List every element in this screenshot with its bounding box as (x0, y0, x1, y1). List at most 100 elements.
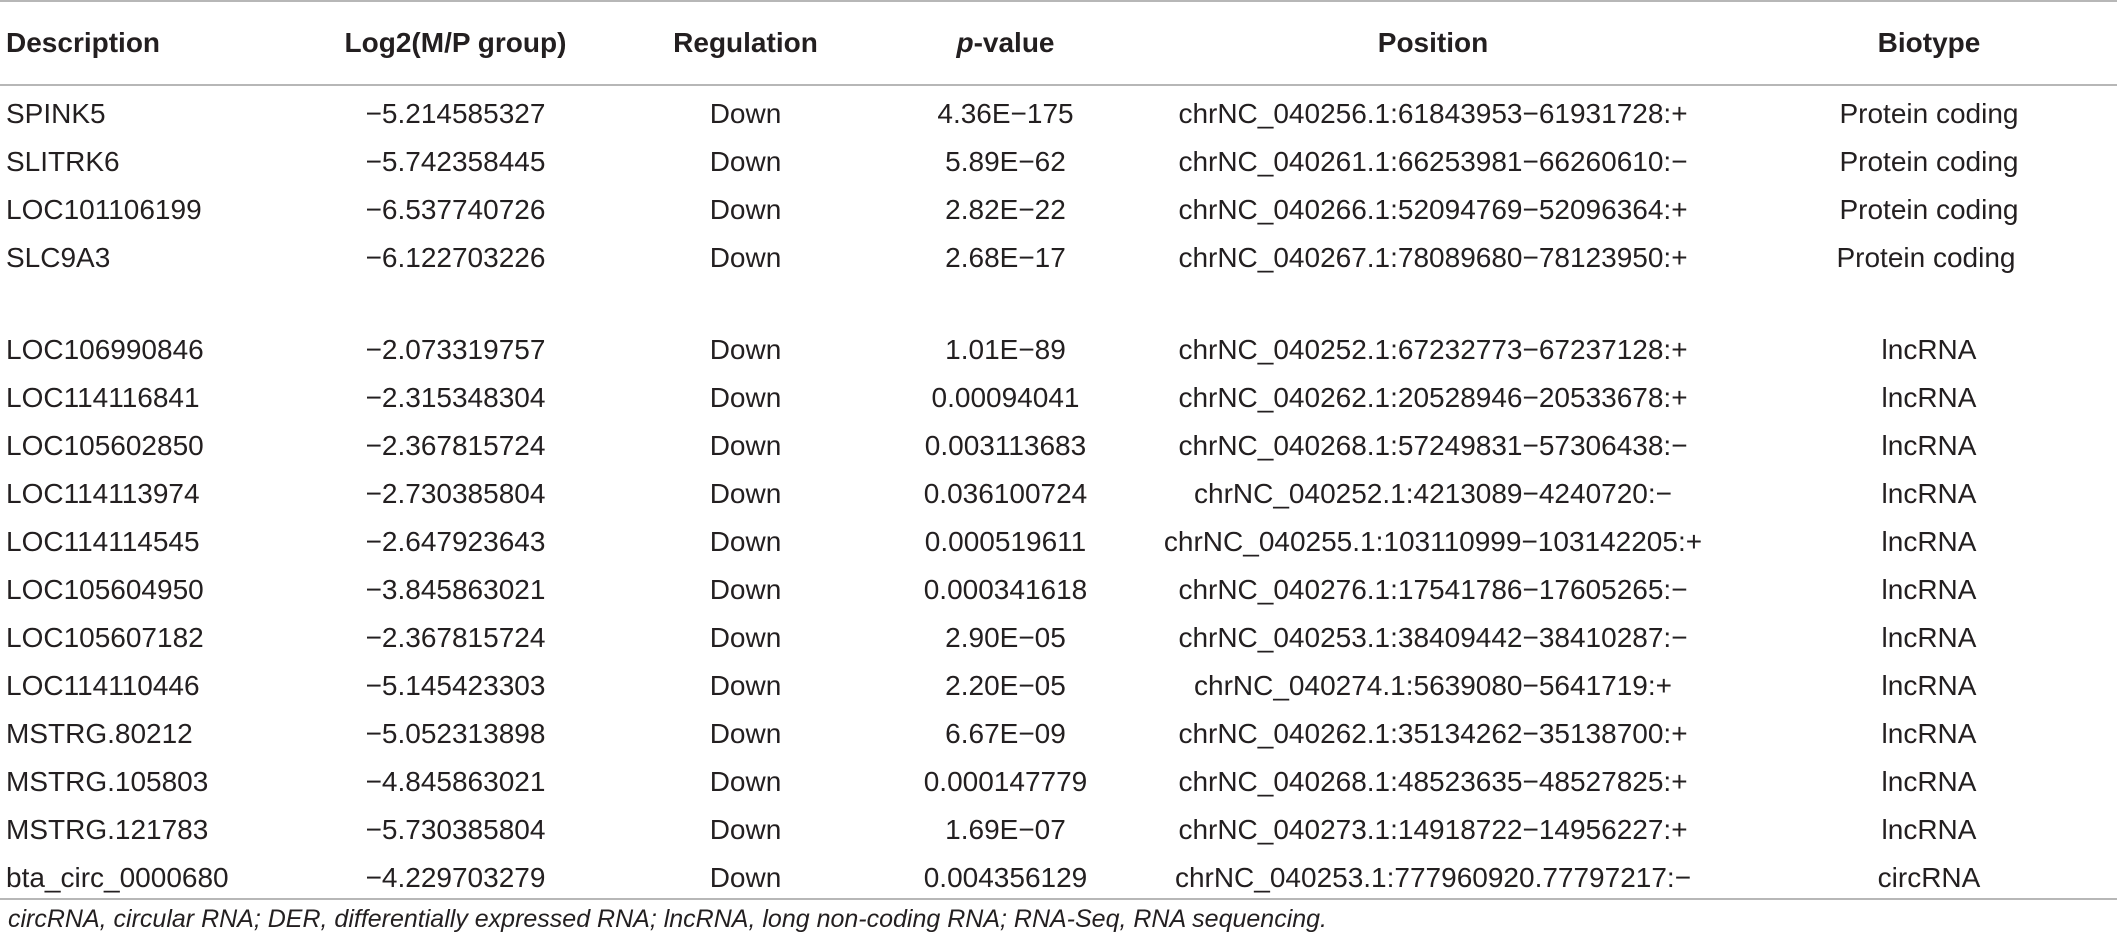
cell-description: MSTRG.80212 (6, 718, 193, 749)
cell-biotype: lncRNA (1881, 334, 1977, 365)
cell-log2: −2.073319757 (365, 334, 546, 365)
cell-regulation: Down (709, 382, 782, 413)
table-row: LOC114113974 −2.730385804 Down 0.0361007… (0, 466, 2117, 514)
cell-pvalue: 2.90E−05 (945, 622, 1066, 653)
cell-log2: −5.214585327 (365, 98, 546, 129)
cell-position: chrNC_040267.1:78089680−78123950:+ (1178, 242, 1688, 273)
cell-position: chrNC_040256.1:61843953−61931728:+ (1178, 98, 1688, 129)
table-row: LOC114114545 −2.647923643 Down 0.0005196… (0, 514, 2117, 562)
table-footnote: circRNA, circular RNA; DER, differential… (8, 905, 1328, 933)
cell-biotype: Protein coding (1839, 194, 2019, 225)
cell-pvalue: 0.00094041 (931, 382, 1080, 413)
cell-log2: −5.145423303 (365, 670, 546, 701)
der-table: Description Log2(M/P group) Regulation p… (0, 1, 2117, 899)
table-row: MSTRG.121783 −5.730385804 Down 1.69E−07 … (0, 802, 2117, 850)
cell-log2: −2.315348304 (365, 382, 546, 413)
cell-log2: −6.537740726 (365, 194, 546, 225)
cell-regulation: Down (709, 146, 782, 177)
cell-log2: −2.367815724 (365, 430, 546, 461)
table-row: bta_circ_0000680 −4.229703279 Down 0.004… (0, 850, 2117, 899)
cell-description: MSTRG.105803 (6, 766, 209, 797)
cell-log2: −4.229703279 (365, 862, 546, 893)
table-row: LOC105607182 −2.367815724 Down 2.90E−05 … (0, 610, 2117, 658)
table-row: SLITRK6 −5.742358445 Down 5.89E−62 chrNC… (0, 134, 2117, 182)
cell-position: chrNC_040276.1:17541786−17605265:− (1178, 574, 1688, 605)
table-row: LOC114116841 −2.315348304 Down 0.0009404… (0, 370, 2117, 418)
cell-position: chrNC_040262.1:20528946−20533678:+ (1178, 382, 1688, 413)
header-pvalue: p-value (880, 1, 1125, 85)
cell-position: chrNC_040255.1:103110999−103142205:+ (1163, 526, 1703, 557)
table-row: SPINK5 −5.214585327 Down 4.36E−175 chrNC… (0, 85, 2117, 134)
table-row: LOC105602850 −2.367815724 Down 0.0031136… (0, 418, 2117, 466)
cell-biotype: lncRNA (1881, 814, 1977, 845)
cell-position: chrNC_040268.1:57249831−57306438:− (1178, 430, 1688, 461)
table-row: MSTRG.80212 −5.052313898 Down 6.67E−09 c… (0, 706, 2117, 754)
cell-regulation: Down (709, 430, 782, 461)
cell-description: SPINK5 (6, 98, 106, 129)
cell-biotype: Protein coding (1836, 242, 2016, 273)
cell-pvalue: 0.000147779 (923, 766, 1088, 797)
cell-biotype: lncRNA (1881, 430, 1977, 461)
cell-description: LOC105607182 (6, 622, 204, 653)
cell-description: bta_circ_0000680 (6, 862, 229, 893)
cell-biotype: lncRNA (1881, 382, 1977, 413)
cell-regulation: Down (709, 574, 782, 605)
cell-regulation: Down (709, 526, 782, 557)
cell-biotype: lncRNA (1881, 574, 1977, 605)
cell-regulation: Down (709, 334, 782, 365)
table-header: Description Log2(M/P group) Regulation p… (0, 1, 2117, 85)
cell-log2: −6.122703226 (365, 242, 546, 273)
header-log2: Log2(M/P group) (344, 27, 567, 58)
cell-pvalue: 0.000341618 (923, 574, 1088, 605)
cell-position: chrNC_040253.1:38409442−38410287:− (1178, 622, 1688, 653)
cell-description: LOC105604950 (6, 574, 204, 605)
cell-pvalue: 1.01E−89 (945, 334, 1066, 365)
cell-log2: −2.730385804 (365, 478, 546, 509)
cell-description: LOC106990846 (6, 334, 204, 365)
cell-log2: −5.052313898 (365, 718, 546, 749)
cell-regulation: Down (709, 670, 782, 701)
cell-position: chrNC_040262.1:35134262−35138700:+ (1178, 718, 1688, 749)
cell-description: LOC114110446 (6, 670, 200, 701)
cell-pvalue: 2.68E−17 (945, 242, 1066, 273)
cell-position: chrNC_040268.1:48523635−48527825:+ (1178, 766, 1688, 797)
cell-position: chrNC_040253.1:777960920.77797217:− (1174, 862, 1692, 893)
table-row: SLC9A3 −6.122703226 Down 2.68E−17 chrNC_… (0, 230, 2117, 322)
cell-position: chrNC_040274.1:5639080−5641719:+ (1194, 670, 1672, 701)
cell-regulation: Down (709, 814, 782, 845)
header-row: Description Log2(M/P group) Regulation p… (0, 1, 2117, 85)
cell-pvalue: 4.36E−175 (937, 98, 1074, 129)
cell-regulation: Down (709, 242, 782, 273)
cell-regulation: Down (709, 194, 782, 225)
cell-pvalue: 1.69E−07 (945, 814, 1066, 845)
table-row: LOC101106199 −6.537740726 Down 2.82E−22 … (0, 182, 2117, 230)
header-biotype: Biotype (1877, 27, 1981, 58)
cell-pvalue: 0.000519611 (924, 526, 1087, 557)
cell-description: LOC114114545 (6, 526, 200, 557)
cell-biotype: lncRNA (1881, 766, 1977, 797)
cell-biotype: lncRNA (1881, 670, 1977, 701)
cell-log2: −5.730385804 (365, 814, 546, 845)
cell-log2: −2.367815724 (365, 622, 546, 653)
cell-log2: −3.845863021 (365, 574, 546, 605)
cell-pvalue: 0.036100724 (923, 478, 1088, 509)
cell-regulation: Down (709, 98, 782, 129)
cell-log2: −2.647923643 (365, 526, 546, 557)
cell-biotype: Protein coding (1839, 98, 2019, 129)
cell-log2: −4.845863021 (365, 766, 546, 797)
cell-biotype: lncRNA (1881, 478, 1977, 509)
header-regulation: Regulation (673, 27, 818, 58)
cell-description: LOC101106199 (6, 194, 202, 225)
header-position: Position (1377, 27, 1489, 58)
cell-log2: −5.742358445 (365, 146, 546, 177)
table-row: LOC105604950 −3.845863021 Down 0.0003416… (0, 562, 2117, 610)
cell-regulation: Down (709, 478, 782, 509)
table-row: LOC106990846 −2.073319757 Down 1.01E−89 … (0, 322, 2117, 370)
table-row: LOC114110446 −5.145423303 Down 2.20E−05 … (0, 658, 2117, 706)
cell-description: SLC9A3 (6, 242, 111, 273)
cell-position: chrNC_040273.1:14918722−14956227:+ (1178, 814, 1688, 845)
cell-pvalue: 0.003113683 (924, 430, 1087, 461)
cell-biotype: lncRNA (1881, 718, 1977, 749)
cell-biotype: lncRNA (1881, 526, 1977, 557)
